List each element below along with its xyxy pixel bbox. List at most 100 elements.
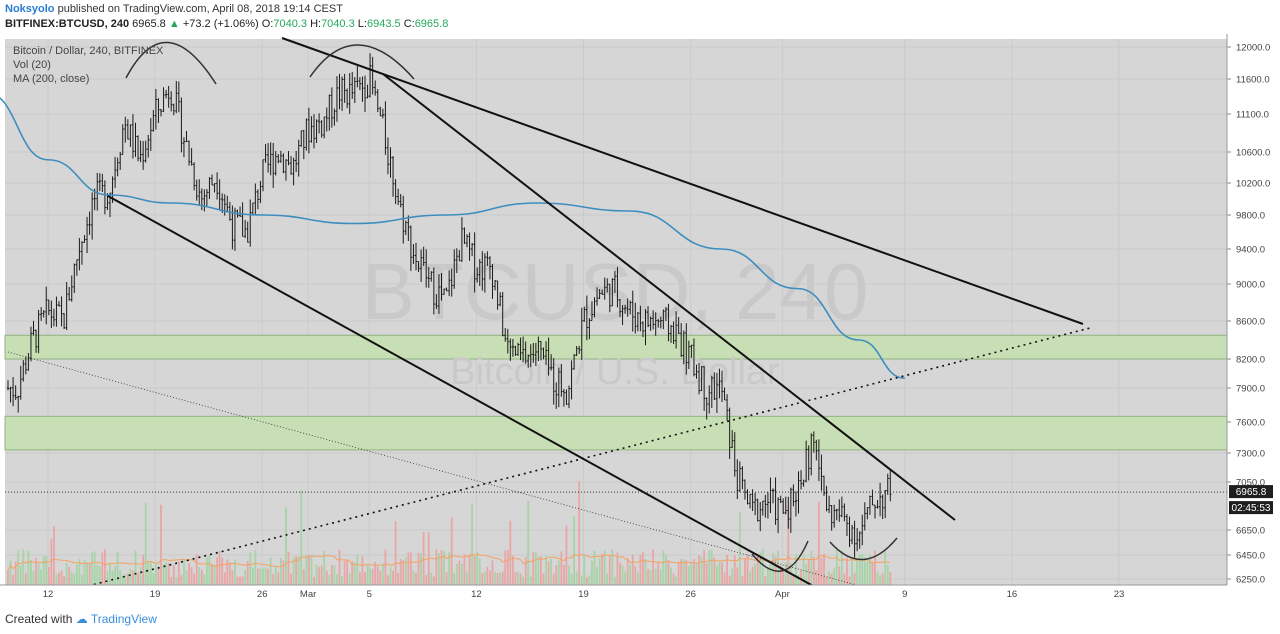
- volume-bar: [241, 576, 244, 585]
- volume-bar: [81, 574, 83, 585]
- volume-bar: [509, 520, 512, 585]
- volume-bar: [491, 560, 494, 585]
- volume-bar: [812, 556, 815, 585]
- volume-bar: [764, 576, 767, 585]
- volume-bar: [165, 562, 167, 585]
- price-tick-label: 11600.0: [1236, 75, 1270, 86]
- last-price-badge-text: 6965.8: [1236, 487, 1267, 498]
- volume-bar: [483, 571, 486, 585]
- volume-bar: [223, 572, 226, 585]
- volume-bar: [137, 573, 139, 585]
- volume-bar: [629, 564, 632, 585]
- volume-bar: [407, 552, 410, 585]
- time-axis[interactable]: 12 19 26 Mar 5 12 19 26 Apr 9 16 23: [0, 584, 1280, 600]
- volume-bar: [111, 570, 114, 585]
- volume-bar: [422, 532, 425, 585]
- volume-bar: [466, 571, 468, 585]
- created-with-text: Created with: [5, 612, 73, 626]
- volume-bar: [672, 573, 675, 585]
- volume-bar: [338, 549, 341, 585]
- volume-bar: [843, 573, 846, 585]
- upper-trendline: [281, 37, 1084, 325]
- volume-bar: [369, 568, 371, 585]
- volume-bar: [473, 555, 476, 585]
- volume-bar: [359, 572, 361, 585]
- volume-bar: [654, 568, 657, 585]
- volume-bar: [443, 550, 445, 585]
- volume-bar: [417, 552, 420, 585]
- volume-bar: [761, 549, 764, 585]
- volume-bar: [756, 553, 759, 585]
- volume-bar: [876, 572, 879, 585]
- price-tick-label: 6650.0: [1236, 526, 1265, 537]
- volume-bar: [496, 572, 499, 585]
- volume-bar: [611, 549, 614, 585]
- volume-bar: [690, 562, 693, 585]
- price-tick-label: 8200.0: [1236, 355, 1265, 366]
- volume-bar: [356, 553, 359, 585]
- volume-bar: [147, 561, 150, 585]
- volume-bar: [211, 564, 213, 585]
- high-label: H:: [310, 18, 322, 30]
- volume-bar: [802, 555, 805, 585]
- volume-bar: [323, 550, 326, 585]
- volume-bar: [606, 573, 609, 585]
- volume-bar: [53, 526, 55, 585]
- price-tick-label: 7050.0: [1236, 478, 1265, 489]
- volume-bar: [593, 550, 596, 585]
- volume-bar: [881, 573, 884, 585]
- volume-bar: [83, 560, 86, 585]
- volume-bar: [45, 556, 48, 585]
- tradingview-link[interactable]: TradingView: [90, 612, 157, 626]
- volume-bar: [886, 565, 889, 585]
- price-chart[interactable]: BTCUSD, 240 Bitcoin / U.S. Dollar 12000.…: [0, 34, 1280, 600]
- volume-bar: [218, 550, 221, 585]
- close-label: C:: [403, 18, 415, 30]
- volume-bar: [124, 574, 127, 585]
- price-tick-label: 10600.0: [1236, 148, 1270, 159]
- volume-bar: [749, 571, 751, 585]
- volume-bar: [471, 503, 473, 585]
- volume-bar: [14, 561, 17, 585]
- volume-bar: [494, 571, 496, 585]
- volume-bar: [532, 552, 535, 585]
- volume-bar: [60, 570, 63, 585]
- volume-bar: [91, 552, 94, 585]
- volume-bar: [512, 555, 514, 585]
- volume-bar: [823, 553, 825, 585]
- volume-bar: [37, 563, 40, 585]
- volume-bar: [287, 551, 290, 585]
- volume-bar: [134, 550, 137, 585]
- volume-bar: [254, 549, 257, 585]
- volume-bar: [58, 572, 60, 585]
- price-axis[interactable]: 12000.0 11600.0 11100.0 10600.0 10200.0 9800.…: [1226, 34, 1270, 586]
- volume-bar: [596, 567, 598, 585]
- volume-bar: [88, 563, 91, 585]
- volume-bar: [121, 575, 124, 585]
- volume-bar: [721, 562, 723, 585]
- volume-bar: [731, 568, 734, 585]
- volume-bar: [575, 571, 578, 585]
- volume-bar: [708, 550, 711, 585]
- volume-bar: [680, 559, 683, 585]
- low-value: 6943.5: [366, 18, 401, 30]
- volume-bar: [440, 550, 443, 585]
- volume-bar: [478, 558, 481, 585]
- volume-bar: [682, 559, 685, 585]
- volume-bar: [155, 564, 157, 585]
- volume-bar: [685, 560, 688, 585]
- volume-bar: [889, 572, 892, 585]
- author-link[interactable]: Noksyolo: [5, 3, 55, 15]
- ma-200-line: [0, 97, 905, 380]
- volume-bar: [784, 562, 787, 585]
- volume-bar: [838, 566, 841, 585]
- volume-bar: [203, 574, 206, 585]
- volume-bar: [746, 553, 749, 585]
- watermark-name: Bitcoin / U.S. Dollar: [450, 351, 780, 393]
- volume-bar: [835, 549, 838, 585]
- time-tick-label: 26: [685, 589, 696, 600]
- volume-bar: [450, 517, 453, 585]
- volume-bar: [869, 554, 871, 585]
- volume-bar: [626, 559, 629, 585]
- trend-drawings: [7, 37, 1091, 588]
